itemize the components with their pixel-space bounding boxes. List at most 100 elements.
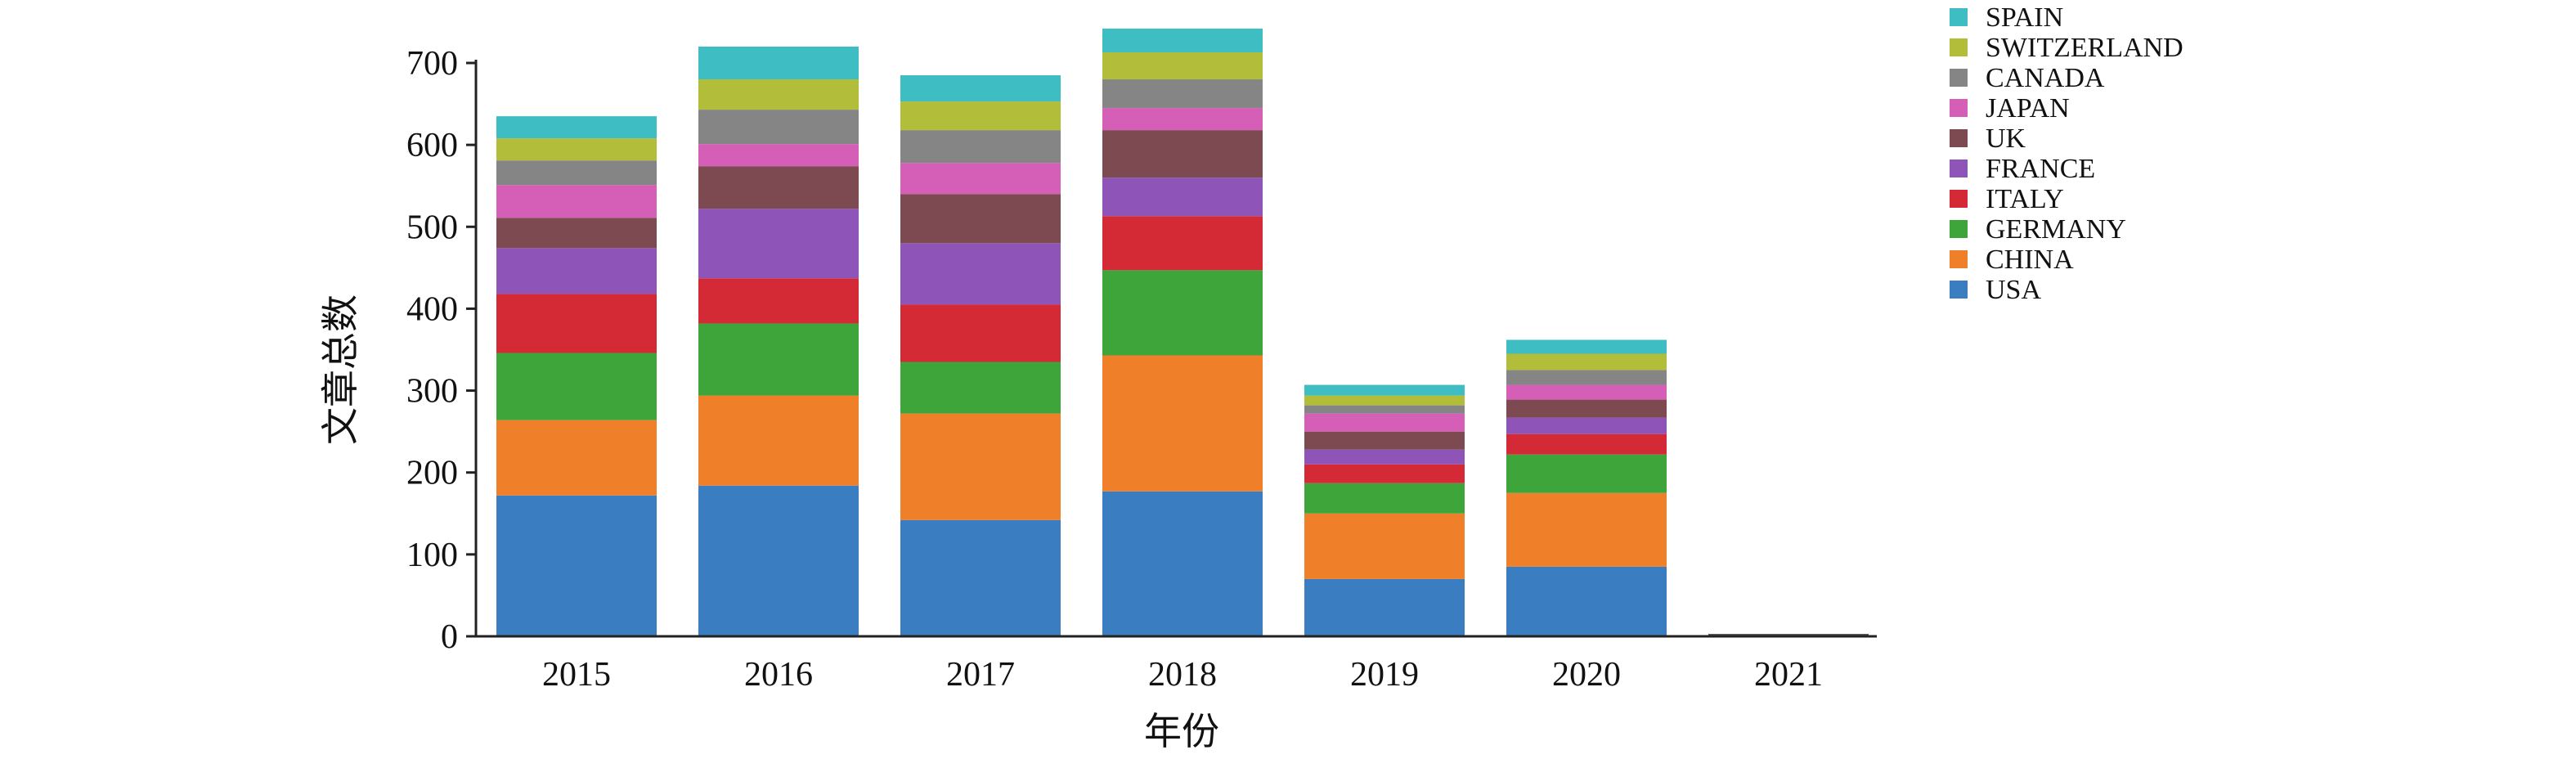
legend-swatch-switzerland: [1950, 38, 1968, 56]
x-axis-title: 年份: [1144, 711, 1219, 752]
y-tick-label-600: 600: [406, 127, 458, 164]
legend-swatch-germany: [1950, 220, 1968, 238]
legend-label-china: CHINA: [1986, 245, 2074, 275]
x-tick-label-2017: 2017: [946, 656, 1015, 694]
legend-label-canada: CANADA: [1986, 63, 2105, 93]
bar-italy-2017: [900, 304, 1061, 362]
legend-swatch-france: [1950, 159, 1968, 177]
bar-spain-2015: [496, 116, 657, 139]
y-tick-label-100: 100: [406, 537, 458, 574]
bar-switzerland-2016: [698, 79, 859, 110]
bar-canada-2016: [698, 110, 859, 145]
axes-layer: 0 100 200 300 400 500 600 700 2015 2016 2017 2018 20…: [406, 45, 1877, 694]
bar-spain-2020: [1506, 339, 1667, 354]
legend-swatch-italy: [1950, 190, 1968, 208]
bar-france-2017: [900, 243, 1061, 305]
bar-germany-2018: [1102, 270, 1263, 356]
y-tick-label-400: 400: [406, 290, 458, 328]
legend-label-switzerland: SWITZERLAND: [1986, 33, 2183, 63]
bar-switzerland-2017: [900, 101, 1061, 131]
legend-swatch-japan: [1950, 99, 1968, 117]
bar-germany-2015: [496, 353, 657, 420]
bar-switzerland-2019: [1304, 395, 1465, 406]
bar-france-2016: [698, 209, 859, 279]
bar-france-2015: [496, 248, 657, 294]
x-tick-label-2018: 2018: [1148, 656, 1217, 694]
bar-canada-2019: [1304, 405, 1465, 414]
x-tick-label-2019: 2019: [1350, 656, 1419, 694]
bar-france-2019: [1304, 449, 1465, 465]
bar-canada-2015: [496, 160, 657, 186]
bar-italy-2015: [496, 294, 657, 353]
bar-spain-2019: [1304, 384, 1465, 396]
bar-germany-2016: [698, 323, 859, 396]
bar-usa-2020: [1506, 566, 1667, 636]
y-tick-label-700: 700: [406, 45, 458, 83]
bar-italy-2016: [698, 278, 859, 324]
bar-japan-2015: [496, 185, 657, 218]
legend-label-france: FRANCE: [1986, 154, 2095, 184]
y-tick-label-300: 300: [406, 373, 458, 411]
bars-layer: [496, 28, 1869, 637]
bar-uk-2020: [1506, 399, 1667, 418]
bar-italy-2020: [1506, 433, 1667, 455]
bar-japan-2017: [900, 163, 1061, 195]
legend-label-uk: UK: [1986, 124, 2026, 154]
legend-swatch-canada: [1950, 69, 1968, 87]
bar-switzerland-2015: [496, 138, 657, 161]
y-axis-title: 文章总数: [320, 294, 361, 445]
bar-japan-2019: [1304, 413, 1465, 432]
bar-italy-2019: [1304, 464, 1465, 483]
legend-label-japan: JAPAN: [1986, 93, 2070, 124]
bar-usa-2019: [1304, 578, 1465, 636]
bar-japan-2018: [1102, 108, 1263, 131]
bar-germany-2020: [1506, 454, 1667, 493]
y-tick-label-200: 200: [406, 455, 458, 492]
y-tick-label-500: 500: [406, 209, 458, 246]
bar-spain-2016: [698, 46, 859, 80]
legend-swatch-china: [1950, 250, 1968, 268]
x-tick-label-2015: 2015: [542, 656, 611, 694]
bar-switzerland-2020: [1506, 353, 1667, 371]
bar-china-2015: [496, 420, 657, 496]
bar-canada-2020: [1506, 370, 1667, 385]
bar-italy-2018: [1102, 216, 1263, 271]
bar-china-2019: [1304, 513, 1465, 579]
legend: SPAINSWITZERLANDCANADAJAPANUKFRANCEITALY…: [1950, 2, 2183, 305]
bar-china-2017: [900, 413, 1061, 520]
bar-france-2018: [1102, 177, 1263, 217]
bar-canada-2017: [900, 130, 1061, 164]
legend-label-usa: USA: [1986, 275, 2041, 305]
bar-france-2020: [1506, 417, 1667, 434]
x-tick-label-2021: 2021: [1754, 656, 1823, 694]
legend-swatch-usa: [1950, 281, 1968, 299]
bar-spain-2017: [900, 75, 1061, 102]
x-tick-label-2016: 2016: [744, 656, 813, 694]
bar-china-2020: [1506, 492, 1667, 567]
bar-uk-2015: [496, 218, 657, 249]
legend-label-spain: SPAIN: [1986, 2, 2063, 33]
legend-label-italy: ITALY: [1986, 184, 2064, 214]
bar-usa-2015: [496, 495, 657, 636]
bar-germany-2019: [1304, 483, 1465, 514]
bar-usa-2018: [1102, 491, 1263, 636]
bar-spain-2018: [1102, 28, 1263, 52]
bar-germany-2017: [900, 362, 1061, 414]
bar-japan-2020: [1506, 384, 1667, 400]
bar-usa-2016: [698, 485, 859, 636]
x-tick-label-2020: 2020: [1552, 656, 1621, 694]
bar-uk-2019: [1304, 431, 1465, 450]
legend-label-germany: GERMANY: [1986, 214, 2126, 245]
bar-uk-2017: [900, 194, 1061, 244]
bar-uk-2016: [698, 166, 859, 209]
bar-china-2018: [1102, 355, 1263, 492]
bar-japan-2016: [698, 144, 859, 167]
legend-swatch-spain: [1950, 8, 1968, 26]
bar-china-2016: [698, 395, 859, 486]
bar-canada-2018: [1102, 79, 1263, 109]
bar-usa-2017: [900, 519, 1061, 636]
legend-swatch-uk: [1950, 129, 1968, 147]
y-tick-label-0: 0: [441, 618, 458, 656]
bar-uk-2018: [1102, 130, 1263, 178]
